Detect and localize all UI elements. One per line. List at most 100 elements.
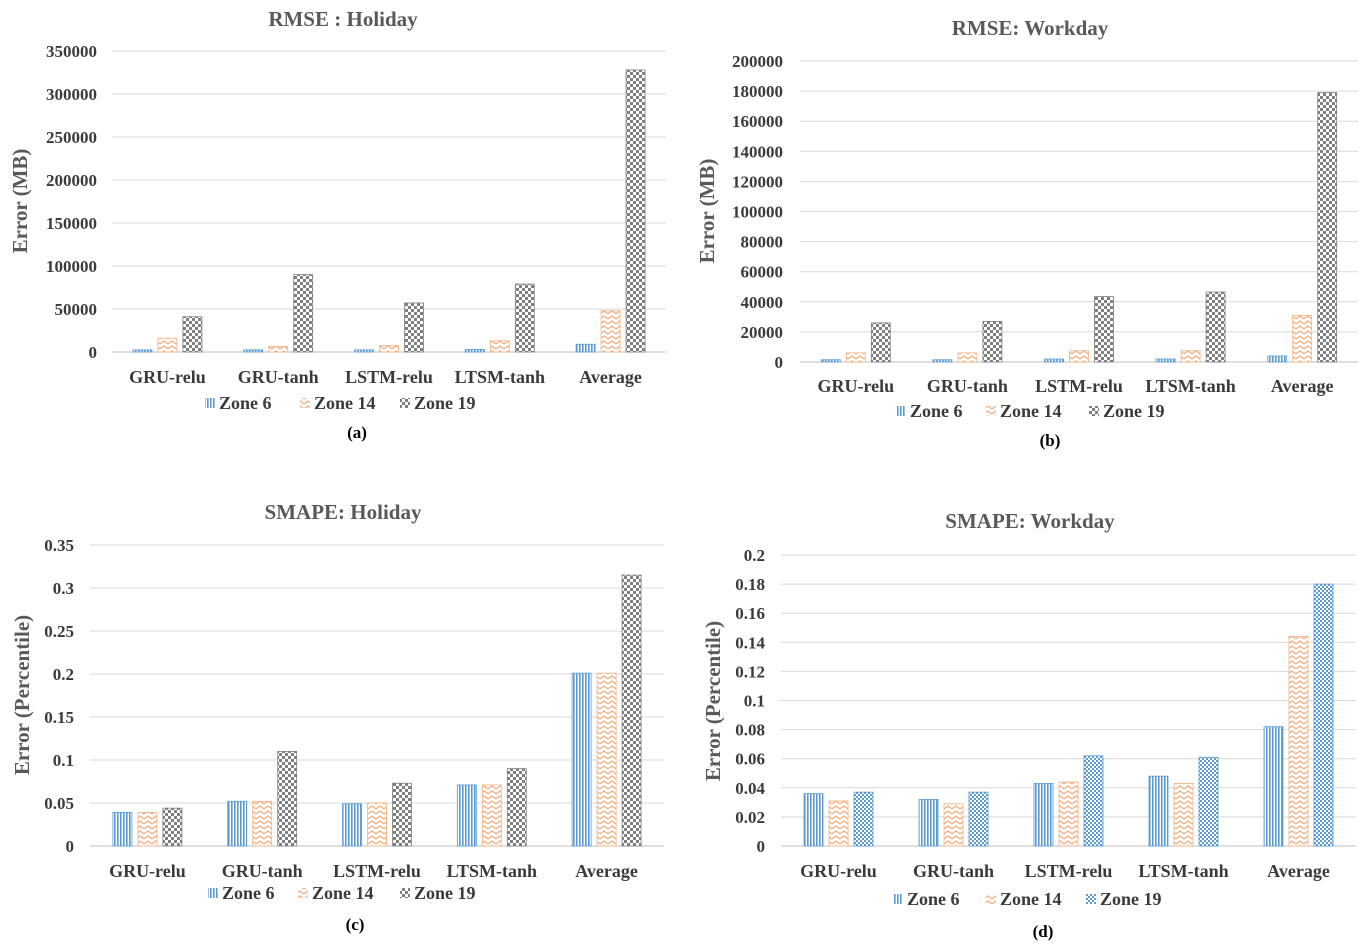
legend-label: Zone 19 [414, 883, 476, 903]
chart-b: RMSE: Workday Error (MB) 0 20000 40000 6000… [695, 16, 1358, 450]
y-tick-label: 40000 [741, 293, 784, 312]
bar-zone-14-gru-relu [828, 800, 849, 847]
bar-zone-14-gru-relu [845, 352, 866, 363]
chart-d-caption: (d) [1033, 922, 1054, 941]
bar-zone-6-gru-relu [132, 349, 153, 353]
bar-zone-19-average [1317, 92, 1338, 363]
bar-zone-6-ltsm-tanh [1148, 775, 1169, 847]
bar-zone-6-gru-tanh [932, 359, 953, 363]
bar-zone-14-gru-tanh [943, 803, 964, 847]
bar-zone-6-lstm-relu [342, 803, 362, 847]
bar-zone-19-gru-relu [162, 807, 183, 847]
bar-zone-14-average [600, 310, 621, 353]
chart-b-plot: 0 20000 40000 60000 80000 100000 120000 140000 1… [732, 52, 1358, 421]
bar-zone-19-gru-tanh [293, 274, 314, 353]
bar-zone-14-lstm-relu [367, 802, 387, 847]
legend-label: Zone 14 [312, 883, 374, 903]
legend-label: Zone 19 [1100, 889, 1162, 909]
bar-zone-19-gru-tanh [277, 751, 298, 847]
y-tick-label: 0.35 [44, 536, 74, 555]
chart-a: RMSE : Holiday Error (MB) 0 50000 100000 15… [8, 7, 666, 442]
y-tick-label: 250000 [46, 128, 97, 147]
bar-zone-14-gru-relu [137, 812, 158, 847]
y-tick-label: 120000 [732, 172, 783, 191]
bar-zone-14-ltsm-tanh [1180, 350, 1201, 363]
bar-zone-14-lstm-relu [1069, 350, 1089, 363]
bar-zone-19-ltsm-tanh [1205, 291, 1226, 363]
x-category-label: LTSM-tanh [455, 367, 545, 387]
bar-zone-14-average [596, 672, 617, 847]
bar-zone-19-gru-relu [853, 791, 874, 847]
y-tick-label: 80000 [741, 233, 784, 252]
legend-swatch [400, 888, 410, 898]
legend-label: Zone 6 [910, 401, 963, 421]
chart-a-plot: 0 50000 100000 150000 200000 250000 300000 3500… [46, 42, 666, 413]
x-category-label: LSTM-relu [333, 861, 421, 881]
chart-b-caption: (b) [1040, 431, 1061, 450]
bar-zone-14-gru-tanh [252, 800, 273, 847]
x-category-label: LTSM-tanh [447, 861, 537, 881]
legend-swatch [896, 406, 906, 416]
y-tick-label: 0.14 [735, 633, 765, 652]
y-tick-label: 0.3 [53, 579, 74, 598]
legend-label: Zone 6 [907, 889, 960, 909]
bar-zone-19-lstm-relu [1083, 755, 1104, 847]
chart-d-y-axis-label: Error (Percentile) [701, 621, 725, 781]
y-tick-label: 200000 [46, 171, 97, 190]
x-category-label: LSTM-relu [1035, 376, 1123, 396]
y-tick-label: 180000 [732, 82, 783, 101]
y-tick-label: 0.2 [53, 665, 74, 684]
chart-c: SMAPE: Holiday Error (Percentile) 00.050… [10, 500, 664, 934]
bar-zone-6-gru-tanh [243, 349, 264, 353]
bar-zone-6-lstm-relu [1033, 783, 1054, 847]
y-tick-label: 0.25 [44, 622, 74, 641]
bar-zone-6-gru-relu [112, 812, 133, 847]
y-tick-label: 0 [89, 343, 98, 362]
legend-swatch [298, 888, 308, 898]
y-tick-label: 100000 [732, 203, 783, 222]
bar-zone-6-average [575, 343, 596, 353]
legend-label: Zone 14 [1000, 889, 1062, 909]
y-tick-label: 0 [66, 837, 75, 856]
legend-label: Zone 19 [1103, 401, 1165, 421]
y-tick-label: 20000 [741, 323, 784, 342]
legend-label: Zone 14 [314, 393, 376, 413]
x-category-label: GRU-tanh [913, 861, 994, 881]
y-tick-label: 0.05 [44, 794, 74, 813]
bar-zone-19-lstm-relu [404, 302, 424, 353]
chart-b-title: RMSE: Workday [952, 16, 1109, 40]
bar-zone-14-lstm-relu [1058, 781, 1079, 847]
y-tick-label: 160000 [732, 112, 783, 131]
bar-zone-6-average [571, 672, 592, 847]
chart-d-title: SMAPE: Workday [945, 509, 1115, 533]
x-category-label: LSTM-relu [345, 367, 433, 387]
legend-swatch [400, 398, 410, 408]
x-category-label: Average [575, 861, 638, 881]
legend-swatch [986, 406, 996, 416]
y-tick-label: 200000 [732, 52, 783, 71]
y-tick-label: 0.08 [735, 721, 765, 740]
y-tick-label: 60000 [741, 263, 784, 282]
x-category-label: Average [579, 367, 642, 387]
x-category-label: GRU-relu [817, 376, 894, 396]
y-tick-label: 0.16 [735, 604, 765, 623]
y-tick-label: 0 [757, 837, 766, 856]
bar-zone-19-lstm-relu [1094, 296, 1114, 363]
chart-c-plot: 0 0.05 0.1 0.15 0.2 0.25 0.3 0.35 GRU-relu GRU-ta… [44, 536, 664, 903]
bar-zone-14-gru-relu [157, 337, 178, 353]
y-tick-label: 0.15 [44, 708, 74, 727]
bar-zone-14-average [1292, 314, 1313, 363]
legend-swatch [1086, 894, 1096, 904]
chart-c-y-axis-label: Error (Percentile) [10, 615, 34, 775]
legend-swatch [1089, 406, 1099, 416]
y-tick-label: 0.1 [53, 751, 74, 770]
bar-zone-19-gru-relu [870, 322, 891, 363]
bar-zone-19-average [621, 574, 642, 847]
bar-zone-19-ltsm-tanh [514, 283, 535, 353]
x-category-label: LSTM-relu [1025, 861, 1113, 881]
legend-label: Zone 19 [414, 393, 476, 413]
y-tick-label: 50000 [55, 300, 98, 319]
chart-a-y-axis-label: Error (MB) [8, 149, 32, 254]
y-tick-label: 300000 [46, 85, 97, 104]
